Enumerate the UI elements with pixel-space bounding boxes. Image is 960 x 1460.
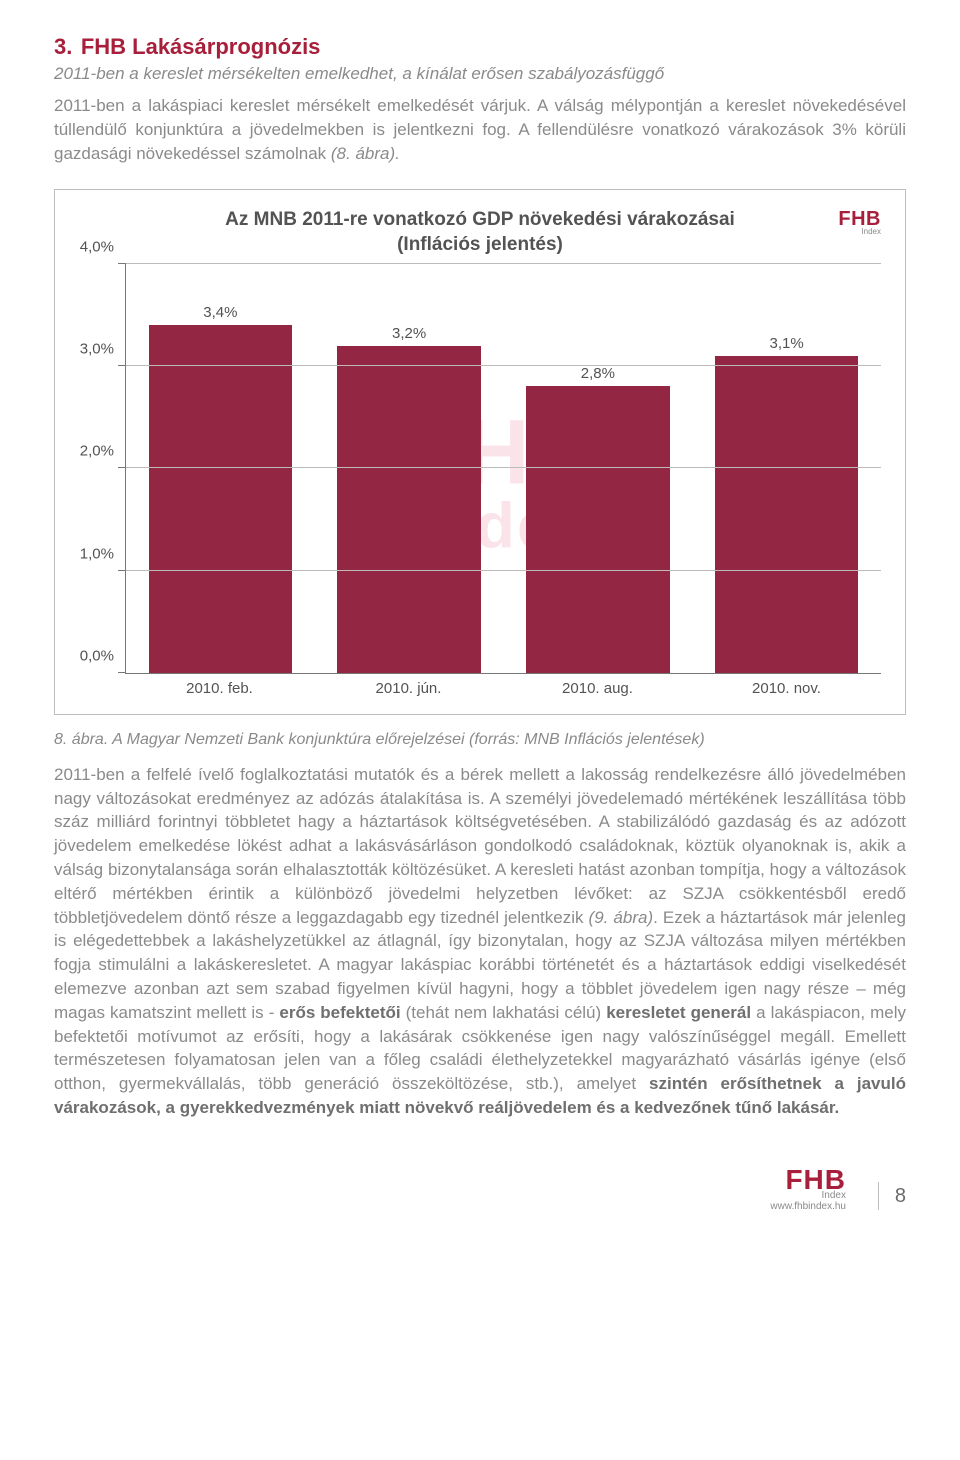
chart-xlabel: 2010. feb.	[125, 674, 314, 704]
chart-bar: 2,8%	[526, 386, 669, 672]
chart-ylabel: 3,0%	[80, 341, 126, 358]
chart-xlabel: 2010. nov.	[692, 674, 881, 704]
chart-gridline	[126, 570, 881, 571]
chart-bar-slot: 3,4%	[126, 264, 315, 673]
footer-url: www.fhbindex.hu	[770, 1201, 846, 1212]
chart-title-line2: (Inflációs jelentés)	[397, 234, 563, 255]
section-heading: 3. FHB Lakásárprognózis	[54, 34, 906, 60]
chart-ylabel: 4,0%	[80, 238, 126, 255]
chart-bar-slot: 3,2%	[315, 264, 504, 673]
intro-paragraph: 2011-ben a lakáspiaci kereslet mérsékelt…	[54, 94, 906, 165]
chart-title-row: Az MNB 2011-re vonatkozó GDP növekedési …	[79, 208, 881, 257]
chart-title: Az MNB 2011-re vonatkozó GDP növekedési …	[135, 208, 825, 257]
body-s3: (tehát nem lakhatási célú)	[401, 1003, 607, 1022]
chart-ytick	[118, 467, 126, 468]
footer-logo: FHB Index www.fhbindex.hu	[770, 1164, 846, 1212]
chart-ytick	[118, 570, 126, 571]
chart-xaxis: 2010. feb.2010. jún.2010. aug.2010. nov.	[125, 674, 881, 704]
chart-ylabel: 0,0%	[80, 647, 126, 664]
body-bold2: keresletet generál	[606, 1003, 751, 1022]
chart-bar: 3,1%	[715, 356, 858, 673]
chart-title-line1: Az MNB 2011-re vonatkozó GDP növekedési …	[225, 209, 735, 230]
page-number: 8	[878, 1182, 906, 1210]
heading-number: 3.	[54, 34, 72, 59]
chart-ytick	[118, 672, 126, 673]
chart-ytick	[118, 365, 126, 366]
intro-figure-ref: (8. ábra).	[331, 144, 400, 163]
chart-gridline	[126, 365, 881, 366]
page-footer: FHB Index www.fhbindex.hu 8	[54, 1164, 906, 1212]
chart-gridline	[126, 467, 881, 468]
chart-gridline	[126, 263, 881, 264]
chart-bar: 3,4%	[149, 325, 292, 673]
intro-text: 2011-ben a lakáspiaci kereslet mérsékelt…	[54, 96, 906, 163]
figure-caption: 8. ábra. A Magyar Nemzeti Bank konjunktú…	[54, 731, 906, 749]
chart-bars: 3,4% 3,2% 2,8% 3,1%	[126, 264, 881, 673]
chart-xlabel: 2010. aug.	[503, 674, 692, 704]
chart-bar-label: 3,2%	[392, 325, 426, 342]
chart-bar: 3,2%	[337, 346, 480, 673]
chart-xlabel: 2010. jún.	[314, 674, 503, 704]
chart-ylabel: 1,0%	[80, 545, 126, 562]
chart-ylabel: 2,0%	[80, 443, 126, 460]
chart-bar-slot: 2,8%	[504, 264, 693, 673]
chart-bar-label: 3,1%	[770, 335, 804, 352]
chart-bar-label: 3,4%	[203, 304, 237, 321]
heading-title: FHB Lakásárprognózis	[81, 34, 321, 59]
chart-ytick	[118, 263, 126, 264]
chart-logo: FHB Index	[838, 208, 881, 236]
chart-area: FHB index 3,4%3,2%2,8%3,1% 0,0%1,0%2,0%3…	[125, 264, 881, 704]
chart-bar-slot: 3,1%	[692, 264, 881, 673]
chart-container: Az MNB 2011-re vonatkozó GDP növekedési …	[54, 189, 906, 714]
body-s1: 2011-ben a felfelé ívelő foglalkoztatási…	[54, 765, 906, 927]
body-bold1: erős befektetői	[279, 1003, 400, 1022]
page-container: 3. FHB Lakásárprognózis 2011-ben a keres…	[0, 0, 960, 1236]
body-figure-ref: (9. ábra)	[589, 908, 654, 927]
body-paragraph: 2011-ben a felfelé ívelő foglalkoztatási…	[54, 763, 906, 1120]
section-subtitle: 2011-ben a kereslet mérsékelten emelkedh…	[54, 64, 906, 84]
chart-plot: FHB index 3,4%3,2%2,8%3,1% 0,0%1,0%2,0%3…	[125, 264, 881, 674]
chart-bar-label: 2,8%	[581, 365, 615, 382]
